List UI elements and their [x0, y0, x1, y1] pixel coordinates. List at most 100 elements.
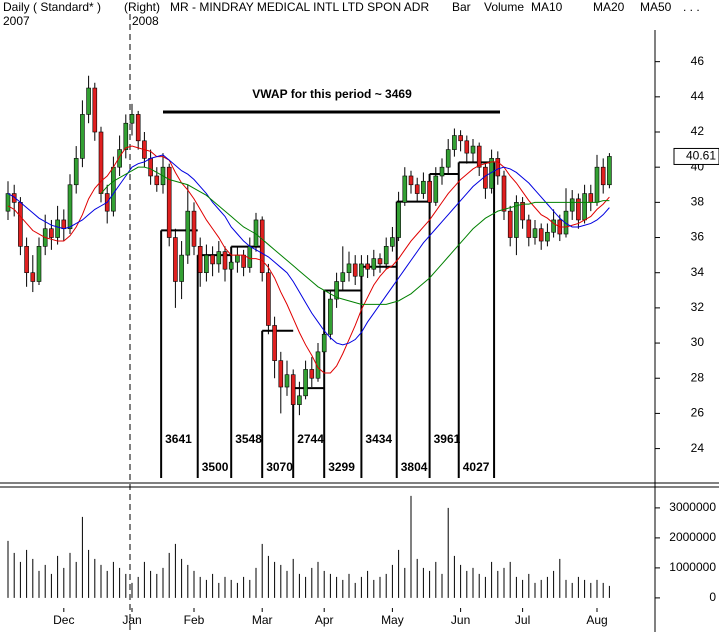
candle-body — [414, 184, 420, 194]
x-tick-label: Apr — [315, 613, 334, 627]
candle-body — [278, 360, 284, 388]
candle-body — [551, 219, 556, 233]
x-tick-label: Feb — [184, 613, 205, 627]
x-tick-label: Jan — [122, 613, 141, 627]
vwap-label: 3070 — [266, 460, 293, 474]
candle-body — [359, 263, 364, 277]
ma-line — [7, 154, 610, 346]
candle-body — [18, 202, 23, 247]
candle-body — [154, 175, 160, 186]
candle-body — [346, 263, 352, 274]
candle-body — [594, 166, 600, 203]
candle-body — [24, 246, 29, 274]
axis-side-label: (Right) — [124, 0, 160, 14]
legend-entry: MA20 — [593, 0, 625, 14]
candle-body — [216, 251, 222, 265]
candle-body — [247, 246, 253, 268]
candle-body — [80, 114, 85, 159]
candle-body — [396, 202, 401, 238]
legend-entry: MA50 — [640, 0, 672, 14]
candle-body — [321, 333, 327, 353]
candle-body — [30, 272, 36, 282]
candle-body — [222, 251, 228, 270]
year-label: 2008 — [132, 14, 159, 28]
candle-body — [166, 166, 172, 238]
x-tick-label: Mar — [252, 613, 273, 627]
y-tick-label: 24 — [691, 441, 705, 455]
candle-body — [61, 219, 67, 230]
candle-body — [445, 149, 451, 168]
candle-body — [148, 158, 153, 177]
candle-body — [334, 281, 339, 300]
candle-body — [421, 180, 426, 194]
candle-body — [49, 228, 54, 238]
last-price-box — [673, 147, 719, 165]
vwap-label: 3641 — [165, 432, 192, 446]
candle-body — [495, 158, 501, 177]
candle-body — [123, 122, 129, 150]
ma-line — [7, 145, 610, 374]
style-label: Bar — [452, 0, 471, 14]
ma-line — [100, 166, 610, 305]
candle-body — [600, 166, 606, 186]
x-tick-label: Aug — [586, 613, 607, 627]
y-tick-label: 44 — [691, 89, 705, 103]
y-tick-label: 1000000 — [669, 560, 716, 574]
candle-body — [588, 193, 594, 203]
candle-body — [390, 237, 395, 247]
candle-body — [328, 298, 333, 335]
candle-body — [458, 135, 463, 142]
candle-body — [371, 258, 377, 270]
candle-body — [92, 87, 98, 133]
candle-body — [185, 210, 191, 256]
candle-body — [210, 254, 215, 265]
vwap-label: 3548 — [235, 432, 262, 446]
last-price-label: 40.61 — [686, 149, 716, 163]
vwap-label: 3500 — [202, 460, 229, 474]
candle-body — [290, 374, 296, 405]
candle-body — [179, 254, 184, 282]
x-tick-label: Jul — [515, 613, 530, 627]
candle-body — [545, 231, 550, 242]
candle-body — [464, 140, 470, 154]
period-label: Daily ( Standard* ) — [3, 0, 101, 14]
y-tick-label: 3000000 — [669, 500, 716, 514]
y-tick-label: 26 — [691, 406, 705, 420]
vwap-label: 2744 — [297, 432, 324, 446]
candle-body — [235, 254, 240, 263]
candle-body — [352, 263, 358, 277]
candle-body — [98, 131, 104, 194]
year-label: 2007 — [3, 14, 30, 28]
candle-body — [377, 258, 383, 265]
candle-body — [383, 246, 389, 265]
candle-body — [507, 210, 513, 238]
candle-body — [576, 198, 581, 221]
x-tick-label: Jun — [451, 613, 470, 627]
y-tick-label: 28 — [691, 370, 705, 384]
vwap-label: 3434 — [365, 432, 392, 446]
candle-body — [433, 175, 439, 203]
y-tick-label: 34 — [691, 265, 705, 279]
candle-body — [470, 145, 476, 154]
candle-body — [520, 202, 525, 221]
candle-body — [135, 114, 141, 142]
vwap-title: VWAP for this period ~ 3469 — [252, 87, 412, 101]
candle-body — [439, 166, 445, 177]
candle-body — [67, 184, 73, 230]
candle-body — [86, 87, 91, 115]
x-tick-label: Dec — [53, 613, 74, 627]
candle-body — [582, 193, 587, 221]
candle-body — [408, 175, 414, 186]
legend-entry: MA10 — [531, 0, 563, 14]
vwap-label: 4027 — [463, 460, 490, 474]
candle-body — [55, 219, 60, 238]
candle-body — [538, 228, 544, 242]
candle-body — [191, 210, 197, 247]
candle-body — [129, 114, 135, 124]
candle-body — [476, 145, 482, 168]
candle-body — [303, 369, 308, 397]
candle-body — [607, 156, 612, 186]
candle-body — [526, 219, 532, 238]
candle-body — [197, 246, 203, 274]
candle-body — [284, 374, 290, 388]
